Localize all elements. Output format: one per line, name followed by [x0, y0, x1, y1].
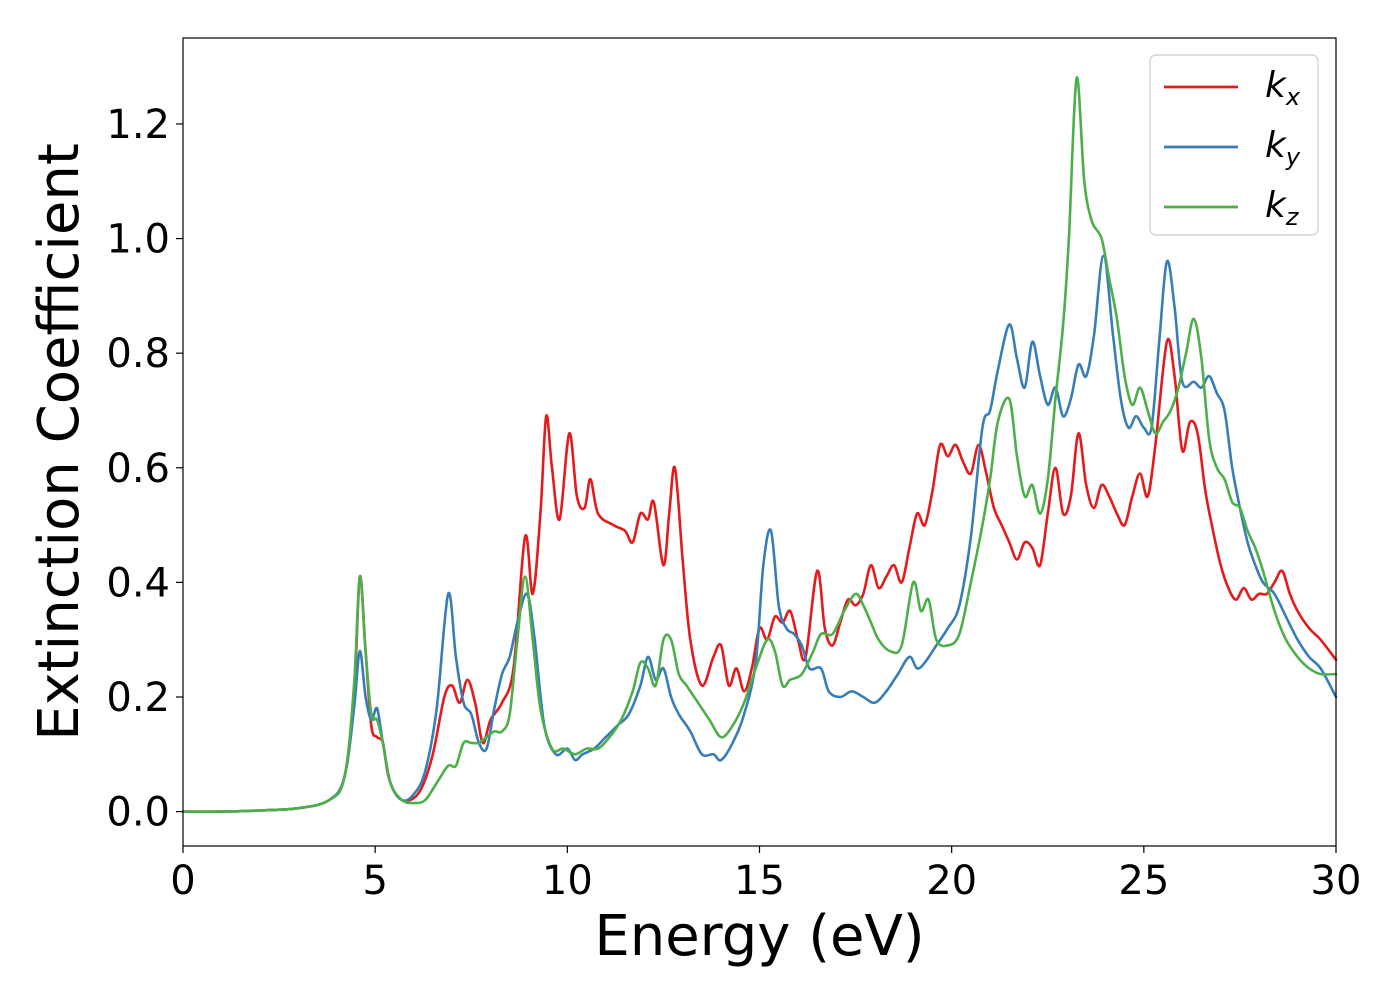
y-axis: 0.0 0.2 0.4 0.6 0.8 1.0 1.2: [106, 102, 183, 836]
y-tick-label: 0.4: [106, 560, 170, 606]
y-tick-label: 1.2: [106, 102, 170, 148]
legend-box: [1149, 54, 1319, 236]
series-line-kx: [181, 337, 1338, 813]
series-line-ky: [181, 254, 1338, 813]
y-axis-title: Extinction Coefficient: [27, 143, 92, 741]
legend-label: kz: [1265, 185, 1300, 231]
y-tick-label: 0.2: [106, 675, 170, 721]
x-axis: 0 5 10 15 20 25 30: [170, 846, 1361, 904]
series-layer: [181, 76, 1338, 813]
x-tick-label: 5: [362, 858, 387, 904]
x-tick-label: 30: [1311, 858, 1362, 904]
x-tick-label: 15: [734, 858, 785, 904]
x-tick-label: 20: [926, 858, 977, 904]
series-line-kz: [181, 76, 1338, 813]
legend-label: kx: [1265, 65, 1301, 111]
legend: kx ky kz: [1149, 54, 1319, 236]
legend-label: ky: [1265, 125, 1301, 171]
x-axis-title: Energy (eV): [594, 904, 924, 969]
y-tick-label: 1.0: [106, 217, 170, 263]
x-tick-label: 25: [1118, 858, 1169, 904]
x-tick-label: 0: [170, 858, 195, 904]
y-tick-label: 0.6: [106, 446, 170, 492]
y-tick-label: 0.0: [106, 790, 170, 836]
x-tick-label: 10: [542, 858, 593, 904]
y-tick-label: 0.8: [106, 331, 170, 377]
